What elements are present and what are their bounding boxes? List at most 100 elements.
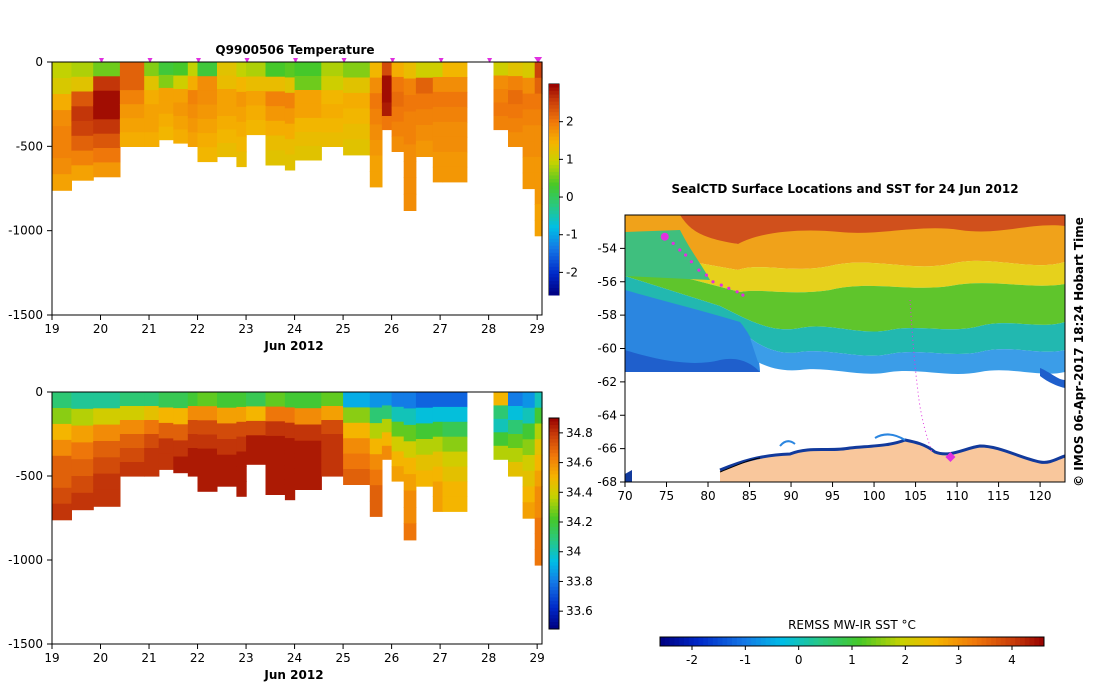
profile-cell [236,421,247,438]
profile-cell [321,406,344,421]
profile-cell [265,392,286,408]
profile-cell [403,408,417,426]
colorbar-step [976,637,983,646]
sst-map-area [625,215,1065,482]
colorbar-step [1020,637,1026,646]
profile-cell [144,62,160,77]
profile-cell [493,418,509,433]
track-point [684,253,688,257]
sst-colorbar: -2 -1 0 1 2 3 4 [659,636,1045,667]
profile-cell [442,121,468,138]
profile-cell [217,89,237,104]
colorbar-step [664,637,671,646]
profile-cell [52,62,72,79]
temperature-colorbar-gradient [549,84,559,296]
colorbar-step [549,94,559,99]
sst-colorbar-gradient [660,637,1045,646]
profile-cell [119,62,145,77]
colorbar-tick-label: 34.6 [566,456,593,470]
colorbar-step [933,637,939,646]
profile-cell [284,407,296,424]
colorbar-step [549,470,559,475]
colorbar-step [549,562,559,567]
salinity-plot-frame [51,391,543,645]
profile-cell [321,62,344,77]
temperature-section-title: Q9900506 Temperature [215,43,374,57]
profile-cell [173,392,189,409]
profile-cell [522,502,536,519]
x-tick-label: 25 [335,651,350,665]
colorbar-step [549,519,559,524]
colorbar-step [549,481,559,486]
profile-cell [534,156,543,174]
map-latitude-axis: -54 -56 -58 -60 -62 -64 -66 -68 [597,241,625,489]
profile-cell [265,406,286,422]
profile-cell [284,484,296,501]
colorbar-step [943,637,949,646]
colorbar-step [808,637,815,646]
profile-cell [187,90,199,105]
sst-green-zone [625,262,1065,332]
profile-cell [391,392,405,408]
colorbar-step [549,435,559,440]
colorbar-step [727,637,733,646]
colorbar-step [1010,637,1016,646]
profile-cell [119,448,145,463]
profile-cell [381,116,393,131]
profile-cell [284,92,296,109]
colorbar-step [938,637,944,646]
profile-cell [534,172,543,189]
profile-cell [403,78,417,96]
colorbar-step [549,446,559,451]
profile-cell [217,407,237,424]
colorbar-step [549,548,559,553]
profile-cell [493,445,509,460]
profile-cell [265,135,286,151]
colorbar-step [549,618,559,623]
colorbar-step [684,637,690,646]
profile-cell [522,392,536,409]
profile-cell [52,455,72,473]
profile-cell [415,140,434,157]
salinity-x-axis-label: Jun 2012 [263,668,323,682]
colorbar-step [549,182,559,187]
profile-cell [52,503,72,521]
profile-cell [173,440,189,458]
colorbar-step [669,637,675,646]
profile-cell [522,423,536,440]
profile-cell [71,106,94,122]
profile-cell [534,392,543,409]
colorbar-step [856,637,863,646]
profile-cell [369,392,383,409]
profile-cell [403,62,417,80]
profile-cell [93,90,121,106]
lon-tick-label: 115 [987,489,1010,503]
profile-cell [415,439,434,456]
profile-cell [391,451,405,467]
profile-cell [246,62,267,78]
profile-cell [415,62,434,79]
profile-cell [391,466,405,482]
sea-ice-edge [719,438,1065,472]
salinity-x-axis: 19 20 21 22 23 24 25 26 27 28 29 [44,644,545,665]
profile-cell [442,151,468,168]
profile-cell [534,533,543,550]
colorbar-tick-label: 1 [566,152,574,166]
profile-cell [158,407,174,424]
colorbar-step [813,637,819,646]
colorbar-step [549,421,559,426]
profile-cell [197,434,218,450]
profile-cell [187,392,199,407]
profile-marker [487,58,493,63]
colorbar-tick-label: 2 [566,115,574,129]
profile-cell [508,90,524,105]
profile-cell [217,392,237,409]
profile-cell [158,438,174,455]
x-tick-label: 28 [481,651,496,665]
profile-cell [493,432,509,447]
profile-cell [173,89,189,104]
profile-cell [158,74,174,89]
colorbar-step [549,611,559,616]
colorbar-step [549,491,559,496]
